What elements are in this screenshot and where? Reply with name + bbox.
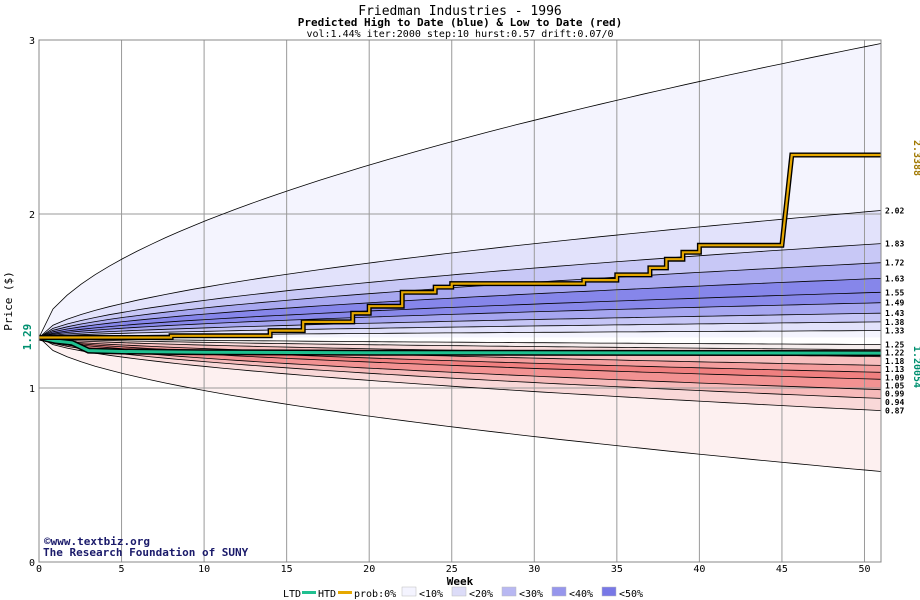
high-quantile-line	[38, 278, 882, 338]
right-quantile-label: 2.02	[885, 207, 904, 216]
high-quantile-line	[38, 312, 882, 338]
start-price-label: 1.29	[21, 324, 34, 351]
low-quantile-line	[38, 337, 882, 345]
y-tick-label: 3	[29, 36, 35, 47]
high-quantile-line	[38, 302, 882, 338]
low-quantile-line	[38, 337, 882, 411]
x-tick-label: 30	[528, 564, 540, 575]
y-tick-label: 0	[29, 558, 35, 569]
high-quantile-line	[38, 262, 882, 338]
legend-swatch	[401, 586, 417, 597]
ltd-final-label: 1.20054	[911, 346, 920, 388]
right-quantile-label: 1.83	[885, 240, 904, 249]
x-axis-label: Week	[447, 575, 474, 588]
high-band-3	[39, 262, 881, 338]
legend-htd-label: HTD	[318, 589, 336, 600]
legend-htd-swatch	[338, 591, 352, 594]
legend-swatch	[601, 586, 617, 597]
legend-item-label: <10%	[419, 589, 443, 600]
right-quantile-label: 1.22	[885, 349, 904, 358]
right-quantile-label: 1.49	[885, 299, 904, 308]
high-quantile-line	[38, 243, 882, 338]
legend-items: <10% <20% <30% <40% <50%	[401, 586, 643, 600]
right-quantile-label: 1.18	[885, 357, 904, 366]
credit-foundation: The Research Foundation of SUNY	[43, 546, 249, 559]
x-tick-label: 15	[281, 564, 293, 575]
ltd-path	[38, 336, 882, 355]
legend-swatch	[501, 586, 517, 597]
x-tick-label: 10	[198, 564, 210, 575]
x-tick-label: 45	[776, 564, 788, 575]
low-band-7	[39, 337, 881, 411]
legend-item-label: <50%	[619, 589, 643, 600]
right-quantile-label: 1.55	[885, 288, 904, 297]
chart-title: Friedman Industries - 1996	[358, 4, 562, 19]
legend-swatch	[451, 586, 467, 597]
high-band-0	[39, 43, 881, 338]
right-quantile-labels: 2.02 1.83 1.72 1.63 1.55 1.491.431.381.33 1.25…	[885, 207, 904, 416]
low-band-0	[39, 337, 881, 350]
htd-path	[39, 153, 881, 339]
chart-subtitle: Predicted High to Date (blue) & Low to D…	[298, 16, 623, 29]
high-quantile-line	[38, 210, 882, 338]
right-quantile-label: 1.72	[885, 259, 904, 268]
legend: LTD HTD prob:0% <10% <20% <30% <40% <50%	[283, 586, 643, 600]
probability-bands	[39, 43, 881, 472]
low-band-4	[39, 337, 881, 380]
low-quantile-line	[38, 337, 882, 399]
price-paths	[38, 152, 882, 357]
right-quantile-label: 1.25	[885, 341, 904, 350]
low-quantile-line	[38, 337, 882, 351]
right-quantile-label: 1.38	[885, 318, 904, 327]
right-quantile-label: 0.99	[885, 390, 904, 399]
x-tick-label: 25	[446, 564, 458, 575]
high-band-2	[39, 243, 881, 338]
right-quantile-label: 0.94	[885, 398, 904, 407]
y-tick-label: 2	[29, 210, 35, 221]
right-quantile-label: 1.43	[885, 309, 904, 318]
right-quantile-label: 1.09	[885, 373, 904, 382]
chart-params: vol:1.44% iter:2000 step:10 hurst:0.57 d…	[306, 29, 613, 40]
legend-ltd-label: LTD	[283, 589, 301, 600]
right-quantile-label: 1.05	[885, 382, 904, 391]
legend-item-label: <40%	[569, 589, 593, 600]
high-band-5	[39, 292, 881, 338]
high-quantile-line	[38, 321, 882, 338]
high-band-4	[39, 278, 881, 338]
high-band-6	[39, 302, 881, 338]
x-tick-label: 5	[119, 564, 125, 575]
low-band-5	[39, 337, 881, 390]
low-quantile-line	[38, 337, 882, 391]
high-band-7	[39, 313, 881, 338]
high-quantile-line	[38, 43, 882, 338]
right-quantile-label: 1.33	[885, 327, 904, 336]
x-tick-label: 50	[858, 564, 870, 575]
legend-item-label: <20%	[469, 589, 493, 600]
low-quantile-line	[38, 337, 882, 472]
htd-final-label: 2.3388	[911, 140, 920, 176]
legend-prob-label: prob:0%	[354, 589, 396, 600]
x-tick-label: 35	[611, 564, 623, 575]
legend-swatch	[551, 586, 567, 597]
legend-ltd-swatch	[302, 591, 316, 594]
x-tick-label: 0	[36, 564, 42, 575]
credit-website: ©www.textbiz.org	[44, 535, 150, 548]
axis-ticks: 0 5 10 15 20 25 30 35 40 45 50 0 1 2 3	[29, 36, 871, 575]
x-tick-label: 40	[693, 564, 705, 575]
right-quantile-label: 1.63	[885, 274, 904, 283]
plot-frame	[38, 39, 882, 563]
y-tick-label: 1	[29, 384, 35, 395]
low-band-3	[39, 337, 881, 373]
low-quantile-line	[38, 337, 882, 366]
legend-item-label: <30%	[519, 589, 543, 600]
low-band-6	[39, 337, 881, 399]
high-quantile-line	[38, 291, 882, 338]
x-tick-label: 20	[363, 564, 375, 575]
right-quantile-label: 1.13	[885, 365, 904, 374]
right-quantile-label: 0.87	[885, 407, 904, 416]
y-axis-label: Price ($)	[2, 271, 15, 331]
